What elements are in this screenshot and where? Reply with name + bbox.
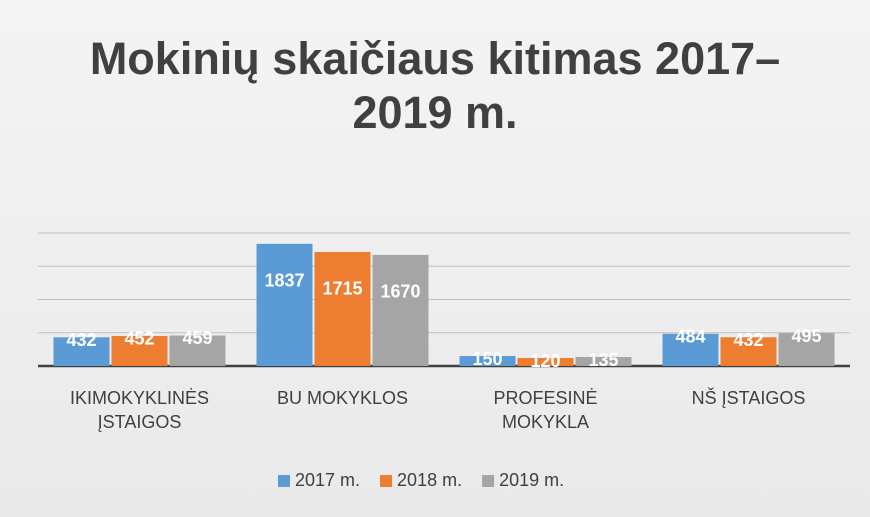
bar <box>459 356 516 366</box>
bar <box>314 251 371 366</box>
legend-label: 2019 m. <box>499 470 564 490</box>
data-label: 459 <box>182 328 212 348</box>
legend-label: 2017 m. <box>295 470 360 490</box>
data-label: 1837 <box>264 271 304 291</box>
x-tick-label: NŠ ĮSTAIGOS <box>691 388 806 408</box>
data-label: 1670 <box>380 282 420 302</box>
data-label: 150 <box>472 349 502 369</box>
data-label: 135 <box>588 350 618 370</box>
legend-label: 2018 m. <box>397 470 462 490</box>
bar <box>778 333 835 366</box>
data-label: 1715 <box>322 279 362 299</box>
legend-swatch <box>482 475 495 487</box>
bar <box>256 243 313 366</box>
bar <box>53 337 110 366</box>
bar <box>720 337 777 366</box>
data-label: 120 <box>530 351 560 371</box>
x-tick-label: IKIMOKYKLINĖS ĮSTAIGOS <box>69 388 210 432</box>
data-label: 432 <box>733 330 763 350</box>
x-tick-label: PROFESINĖ MOKYKLA <box>493 388 598 432</box>
data-label: 495 <box>791 326 821 346</box>
bar <box>372 254 429 366</box>
legend-swatch <box>278 475 290 487</box>
bar <box>169 335 226 366</box>
bar <box>575 357 632 366</box>
bar <box>111 335 168 366</box>
legend-swatch <box>380 475 393 487</box>
data-label: 452 <box>124 329 154 349</box>
data-label: 484 <box>675 327 705 347</box>
bar <box>662 333 719 366</box>
chart-title: Mokinių skaičiaus kitimas 2017–2019 m. <box>89 33 781 138</box>
bar <box>517 358 574 366</box>
x-tick-label: BU MOKYKLOS <box>276 388 409 408</box>
data-label: 432 <box>66 330 96 350</box>
